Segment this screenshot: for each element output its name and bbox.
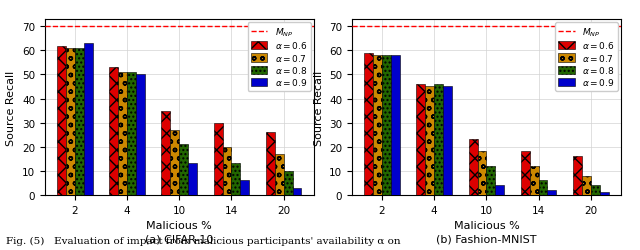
Text: (b) Fashion-MNIST: (b) Fashion-MNIST (436, 234, 537, 243)
Bar (75, 49, 84, 195)
Bar (118, 73, 127, 195)
Bar (179, 145, 188, 195)
Bar (443, 87, 452, 195)
Y-axis label: Source Recall: Source Recall (6, 70, 17, 145)
Bar (468, 140, 477, 195)
Bar (223, 147, 232, 195)
Bar (426, 87, 434, 195)
Bar (417, 85, 426, 195)
Bar (232, 164, 240, 195)
Legend: $M_{NP}$, $\alpha = 0.6$, $\alpha = 0.7$, $\alpha = 0.8$, $\alpha = 0.9$: $M_{NP}$, $\alpha = 0.6$, $\alpha = 0.7$… (248, 23, 311, 92)
Bar (547, 190, 556, 195)
Bar (214, 123, 223, 195)
Y-axis label: Source Recall: Source Recall (314, 70, 324, 145)
Bar (109, 68, 118, 195)
Legend: $M_{NP}$, $\alpha = 0.6$, $\alpha = 0.7$, $\alpha = 0.8$, $\alpha = 0.9$: $M_{NP}$, $\alpha = 0.6$, $\alpha = 0.7$… (555, 23, 618, 92)
Bar (170, 130, 179, 195)
X-axis label: Malicious %: Malicious % (454, 220, 519, 230)
Bar (486, 166, 495, 195)
Bar (477, 152, 486, 195)
Bar (539, 180, 547, 195)
Bar (391, 56, 400, 195)
Bar (292, 188, 301, 195)
Bar (66, 49, 75, 195)
Bar (591, 186, 600, 195)
Bar (84, 44, 93, 195)
Bar (382, 56, 391, 195)
Bar (266, 133, 275, 195)
Bar (434, 85, 443, 195)
Bar (373, 56, 382, 195)
Bar (364, 54, 373, 195)
Bar (284, 171, 292, 195)
Text: Fig. (5)   Evaluation of impact from malicious participants' availability α on: Fig. (5) Evaluation of impact from malic… (6, 236, 401, 245)
Text: (a) CIFAR-10: (a) CIFAR-10 (145, 234, 213, 243)
Bar (161, 111, 170, 195)
Bar (127, 73, 136, 195)
X-axis label: Malicious %: Malicious % (147, 220, 212, 230)
Bar (530, 166, 539, 195)
Bar (582, 176, 591, 195)
Bar (521, 152, 530, 195)
Bar (600, 192, 609, 195)
Bar (188, 164, 197, 195)
Bar (57, 46, 66, 195)
Bar (495, 186, 504, 195)
Bar (240, 180, 249, 195)
Bar (573, 157, 582, 195)
Bar (275, 154, 284, 195)
Bar (136, 75, 145, 195)
